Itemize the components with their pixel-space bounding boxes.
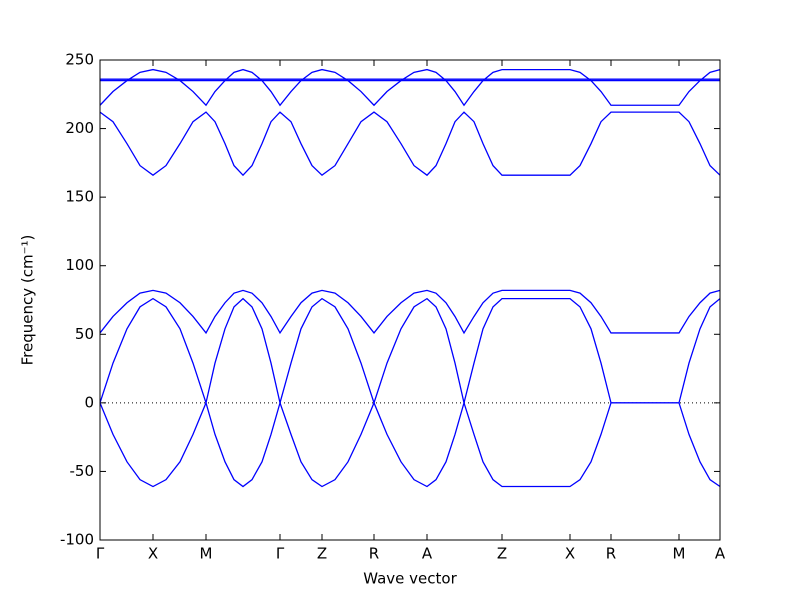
x-tick-label: M (200, 545, 213, 563)
y-tick-label: 200 (65, 119, 94, 137)
y-axis-label: Frequency (cm⁻¹) (19, 235, 37, 366)
band-line (99, 400, 721, 488)
x-tick-label: Z (317, 545, 327, 563)
x-tick-label: R (606, 545, 616, 563)
x-axis-label: Wave vector (363, 570, 457, 588)
x-tick-label: A (715, 545, 726, 563)
y-tick-label: 0 (84, 393, 94, 411)
x-tick-label: A (422, 545, 433, 563)
x-tick-label: R (369, 545, 379, 563)
y-tick-label: 250 (65, 51, 94, 69)
x-tick-label: Γ (96, 545, 105, 563)
plot-frame (99, 59, 721, 541)
band-line (99, 68, 721, 107)
band-line (99, 289, 721, 335)
x-tick-label: X (148, 545, 158, 563)
x-tick-label: Γ (276, 545, 285, 563)
x-tick-label: Z (497, 545, 507, 563)
band-line (99, 111, 721, 177)
y-tick-label: 150 (65, 188, 94, 206)
x-tick-label: M (673, 545, 686, 563)
y-tick-label: -100 (60, 531, 94, 549)
band-line (99, 297, 721, 406)
y-tick-label: -50 (70, 462, 95, 480)
x-tick-label: X (565, 545, 575, 563)
y-tick-label: 50 (75, 325, 94, 343)
y-tick-label: 100 (65, 256, 94, 274)
